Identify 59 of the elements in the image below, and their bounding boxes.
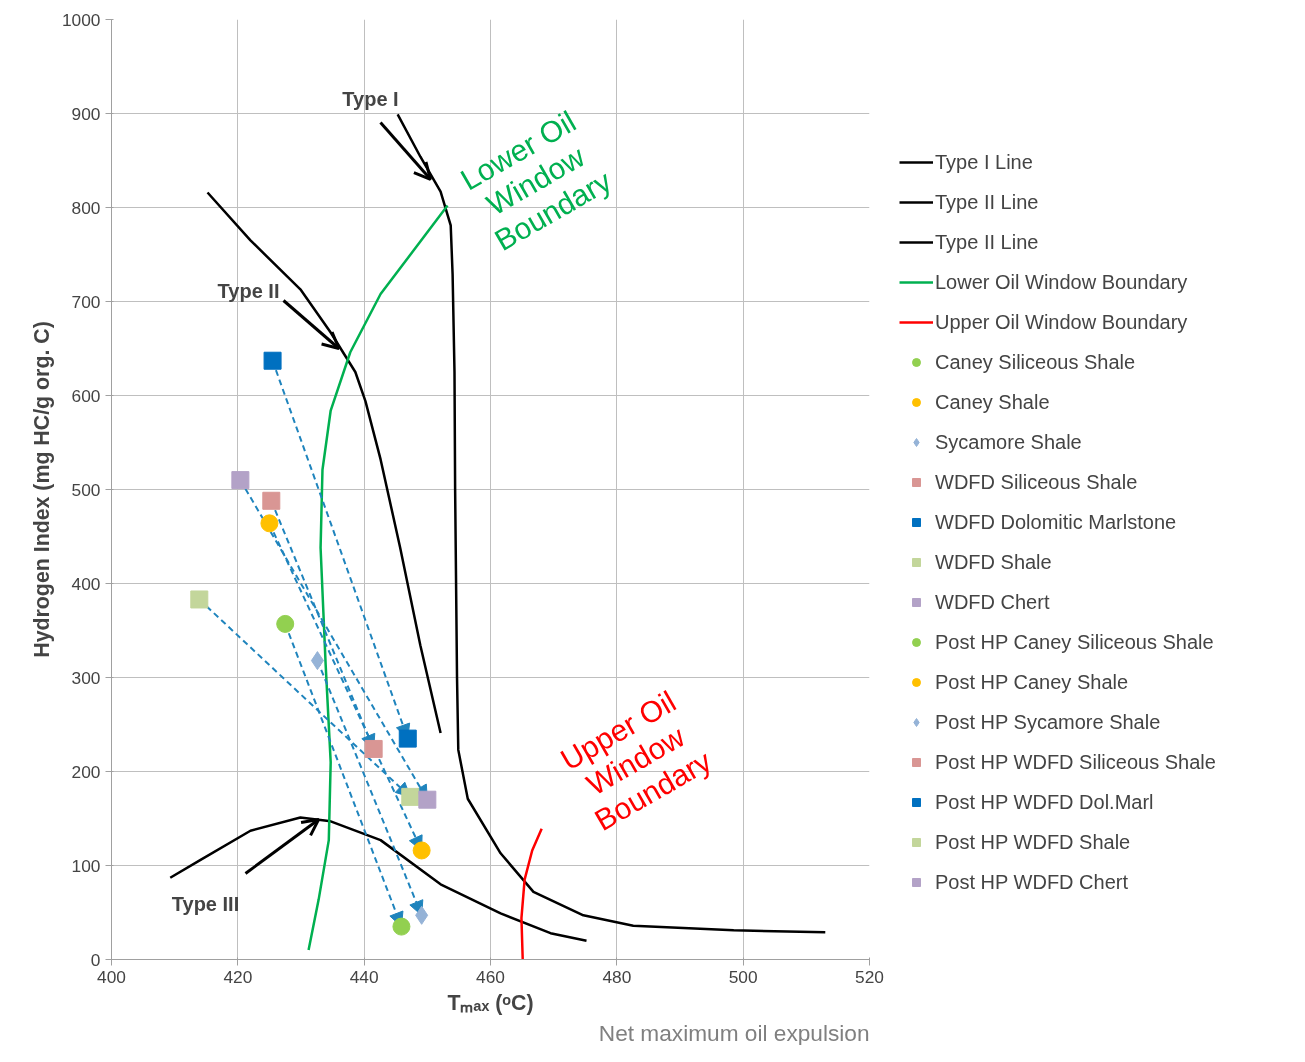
legend-label: Caney Shale (935, 389, 1050, 415)
y-tick-label: 500 (71, 479, 101, 500)
y-tick-label: 600 (71, 385, 101, 406)
legend-label: Post HP WDFD Chert (935, 869, 1128, 895)
y-tick-label: 1000 (61, 9, 101, 30)
point (412, 841, 431, 860)
legend-label: WDFD Shale (935, 549, 1052, 575)
y-tick-label: 400 (71, 573, 101, 594)
point (392, 917, 411, 936)
legend-label: Post HP WDFD Shale (935, 829, 1131, 855)
point (364, 739, 383, 758)
point (418, 790, 437, 809)
legend-label: Post HP WDFD Dol.Marl (935, 789, 1154, 815)
y-tick-label: 900 (71, 103, 101, 124)
y-tick-label: 300 (71, 667, 101, 688)
x-tick-label: 500 (728, 966, 758, 987)
line-series (520, 827, 543, 960)
x-tick-label: 520 (855, 966, 884, 987)
legend-label: Type II Line (935, 229, 1039, 255)
legend-label: Type II Line (935, 189, 1039, 215)
x-tick-label: 480 (602, 966, 632, 987)
x-tick-label: 440 (349, 966, 379, 987)
legend-label: WDFD Dolomitic Marlstone (935, 509, 1177, 535)
line-series (168, 816, 588, 942)
y-tick-label: 100 (71, 855, 101, 876)
legend-label: Post HP Caney Shale (935, 669, 1129, 695)
point (415, 905, 429, 925)
legend-label: WDFD Chert (935, 589, 1050, 615)
x-tick-label: 460 (476, 966, 505, 987)
text: Net maximum oil expulsion (598, 1019, 870, 1046)
legend-label: Sycamore Shale (935, 429, 1082, 455)
legend-label: Lower Oil Window Boundary (935, 269, 1188, 295)
y-tick-label: 700 (71, 291, 101, 312)
point (310, 651, 324, 671)
legend-label: Caney Siliceous Shale (935, 349, 1136, 375)
point (263, 351, 282, 370)
point (260, 514, 279, 533)
point (276, 614, 295, 633)
legend-label: Post HP WDFD Siliceous Shale (935, 749, 1216, 775)
annotation: Type I (342, 87, 399, 110)
point (262, 491, 281, 510)
line-series (206, 191, 442, 735)
x-tick-label: 420 (223, 966, 253, 987)
point (190, 590, 209, 609)
annotation: Type II (217, 279, 280, 302)
legend-label: Post HP Sycamore Shale (935, 709, 1161, 735)
annotation: Type III (171, 892, 240, 915)
point (231, 471, 250, 490)
legend-label: Type I Line (935, 149, 1033, 175)
legend-label: Post HP Caney Siliceous Shale (935, 629, 1214, 655)
y-tick-label: 200 (71, 761, 101, 782)
y-axis-title: Hydrogen Index (mg HC/g org. C) (29, 321, 54, 658)
point (398, 729, 417, 748)
legend-label: Upper Oil Window Boundary (935, 309, 1188, 335)
point (401, 787, 420, 806)
line-series (307, 204, 449, 952)
x-axis-title: Tₘₐₓ (ᵒC) (447, 990, 534, 1015)
y-tick-label: 800 (71, 197, 101, 218)
legend-label: WDFD Siliceous Shale (935, 469, 1138, 495)
